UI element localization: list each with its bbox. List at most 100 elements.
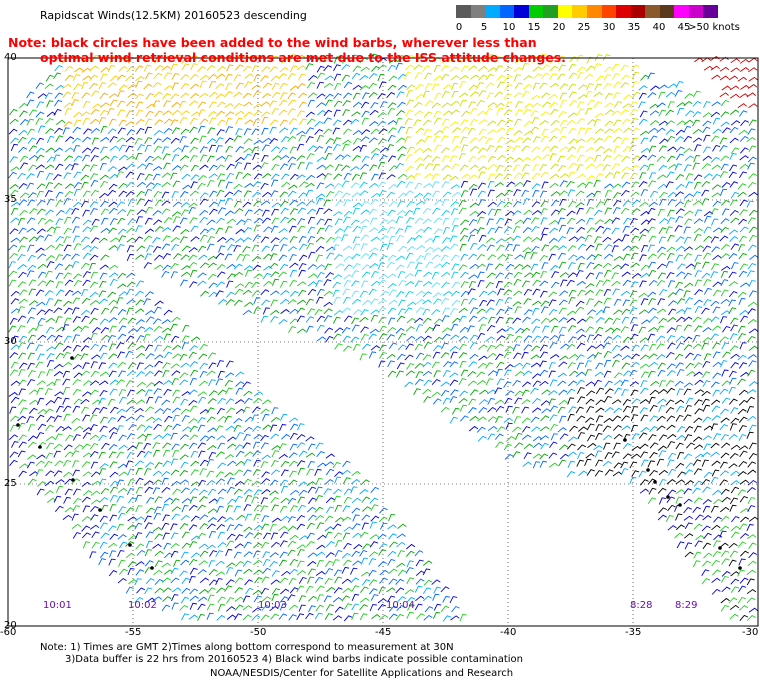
wind-barb [720,244,730,251]
wind-barb [567,189,575,197]
wind-barb [208,531,216,539]
wind-barb [532,288,541,296]
wind-barb [595,326,604,334]
wind-barb [146,497,155,504]
wind-barb [368,208,377,216]
wind-barb [692,137,703,143]
wind-barb [656,354,666,360]
wind-barb [226,614,236,620]
wind-barb [467,288,476,295]
wind-barb [217,462,226,469]
wind-barb [333,64,341,72]
wind-barb [728,171,737,179]
wind-barb [127,445,137,451]
wind-barb [225,387,233,395]
wind-barb [728,398,738,405]
wind-barb [125,121,135,127]
wind-barb [323,301,333,307]
wind-barb [19,236,28,243]
wind-barb [730,67,740,73]
wind-barb [351,192,361,198]
wind-barb [127,568,135,576]
wind-barb [316,271,325,279]
wind-barb [540,400,550,406]
wind-barb [65,136,75,143]
wind-barb [100,180,108,188]
wind-barb [18,129,28,136]
wind-barb [199,198,209,205]
wind-barb [352,343,361,351]
wind-barb [253,513,261,521]
contamination-circle [70,356,74,360]
wind-barb [170,363,180,369]
wind-barb [17,315,27,322]
wind-barb [585,398,595,405]
wind-barb [144,189,152,197]
wind-barb [360,101,370,109]
wind-barb [325,335,334,343]
contamination-circle [150,566,154,570]
wind-barb [171,506,181,512]
wind-barb [522,362,531,369]
wind-barb [181,505,189,513]
wind-barb [198,560,208,566]
wind-barb [99,496,109,503]
wind-barb [431,173,440,180]
wind-barb [478,290,488,298]
wind-barb [289,65,298,73]
wind-barb [252,119,261,126]
wind-barb [478,171,486,179]
wind-barb [737,489,746,496]
wind-barb [397,200,406,208]
wind-barb [296,328,307,334]
wind-barb [657,174,667,180]
wind-barb [53,154,61,162]
wind-barb [737,354,747,361]
wind-barb [361,579,371,586]
wind-barb [740,84,750,90]
wind-barb [73,119,82,127]
wind-barb [324,146,333,154]
wind-barb [154,408,164,414]
wind-barb [692,487,701,494]
wind-barb [548,317,559,323]
wind-barb [37,423,47,431]
wind-barb [638,292,648,298]
wind-barb [370,515,380,522]
wind-barb [568,289,577,297]
wind-barb [89,434,100,440]
wind-barb [107,128,117,135]
wind-barb [396,137,406,143]
wind-barb [450,75,460,81]
wind-barb [406,200,415,208]
wind-barb [233,183,243,190]
wind-barb [721,310,731,316]
wind-barb [614,101,623,108]
wind-barb [207,427,217,433]
wind-barb [306,118,316,125]
wind-barb [197,603,206,611]
wind-barb [658,450,667,458]
wind-barb [406,577,415,585]
wind-barb [729,550,739,558]
wind-barb [404,273,414,279]
wind-barb [341,552,351,559]
wind-barb [188,614,198,620]
wind-barb [289,262,299,269]
latitude-label: 25 [4,478,17,489]
wind-barb [620,109,630,116]
wind-barb [253,217,264,224]
wind-barb [89,201,99,208]
wind-barb [316,93,326,99]
wind-barb [458,307,468,313]
wind-barb [728,463,738,469]
wind-barb [162,380,173,386]
wind-barb [530,362,541,368]
wind-barb [261,523,270,531]
wind-barb [243,227,252,234]
wind-barb [296,570,307,576]
wind-barb [656,102,666,108]
wind-barb [137,144,146,151]
wind-barb [675,174,685,181]
wind-barb [621,172,630,180]
